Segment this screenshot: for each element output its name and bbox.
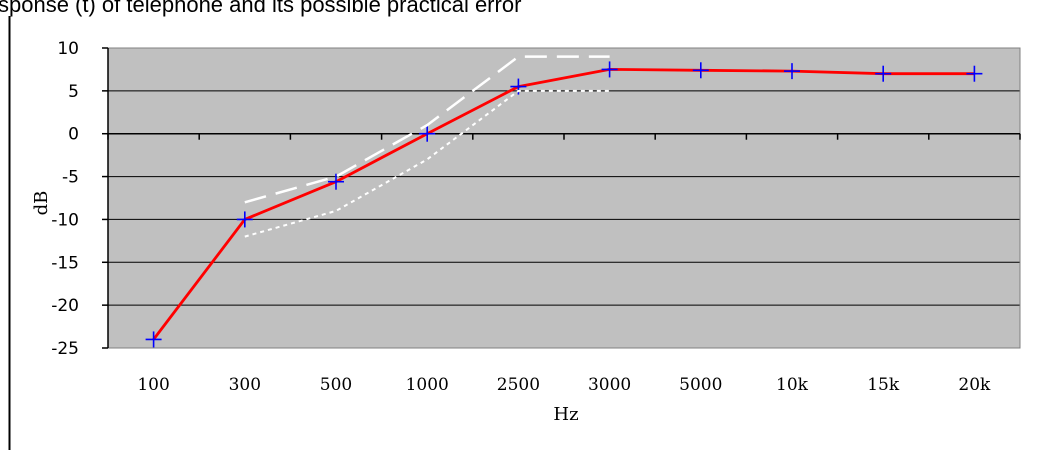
data-point-marker — [692, 62, 709, 79]
y-tick-label: -20 — [51, 296, 79, 316]
y-tick-label: -15 — [51, 253, 79, 273]
y-tick-label: -10 — [51, 210, 79, 230]
x-tick-label: 2500 — [497, 375, 540, 395]
data-point-marker — [784, 63, 800, 80]
y-tick-label: 5 — [68, 82, 79, 102]
data-point-marker — [875, 65, 892, 82]
series-line-0 — [152, 68, 975, 341]
data-point-marker — [601, 61, 618, 78]
series-line-1 — [244, 55, 610, 204]
x-tick-label: 100 — [137, 375, 169, 395]
y-tick-label: 10 — [57, 39, 79, 59]
y-tick-label: -5 — [62, 168, 79, 188]
x-tick-label: 10k — [776, 375, 809, 395]
data-point-marker — [966, 65, 983, 82]
x-tick-label: 20k — [958, 375, 991, 395]
x-tick-label: 3000 — [588, 375, 631, 395]
x-tick-label: 1000 — [406, 375, 449, 395]
plot-area — [108, 48, 1020, 348]
data-point-marker — [145, 331, 162, 348]
y-tick-label: 0 — [68, 125, 79, 145]
x-tick-label: 5000 — [679, 375, 722, 395]
x-axis-title: Hz — [553, 404, 578, 425]
x-tick-label: 15k — [867, 375, 900, 395]
data-point-marker — [328, 173, 344, 190]
top-caption: sponse (t) of telephone and its possible… — [0, 0, 521, 17]
x-tick-label: 500 — [320, 375, 352, 395]
x-tick-label: 300 — [229, 375, 261, 395]
data-point-marker — [236, 211, 253, 228]
y-tick-label: -25 — [51, 339, 79, 359]
y-axis-title: dB — [31, 191, 52, 216]
data-point-marker — [419, 125, 436, 142]
